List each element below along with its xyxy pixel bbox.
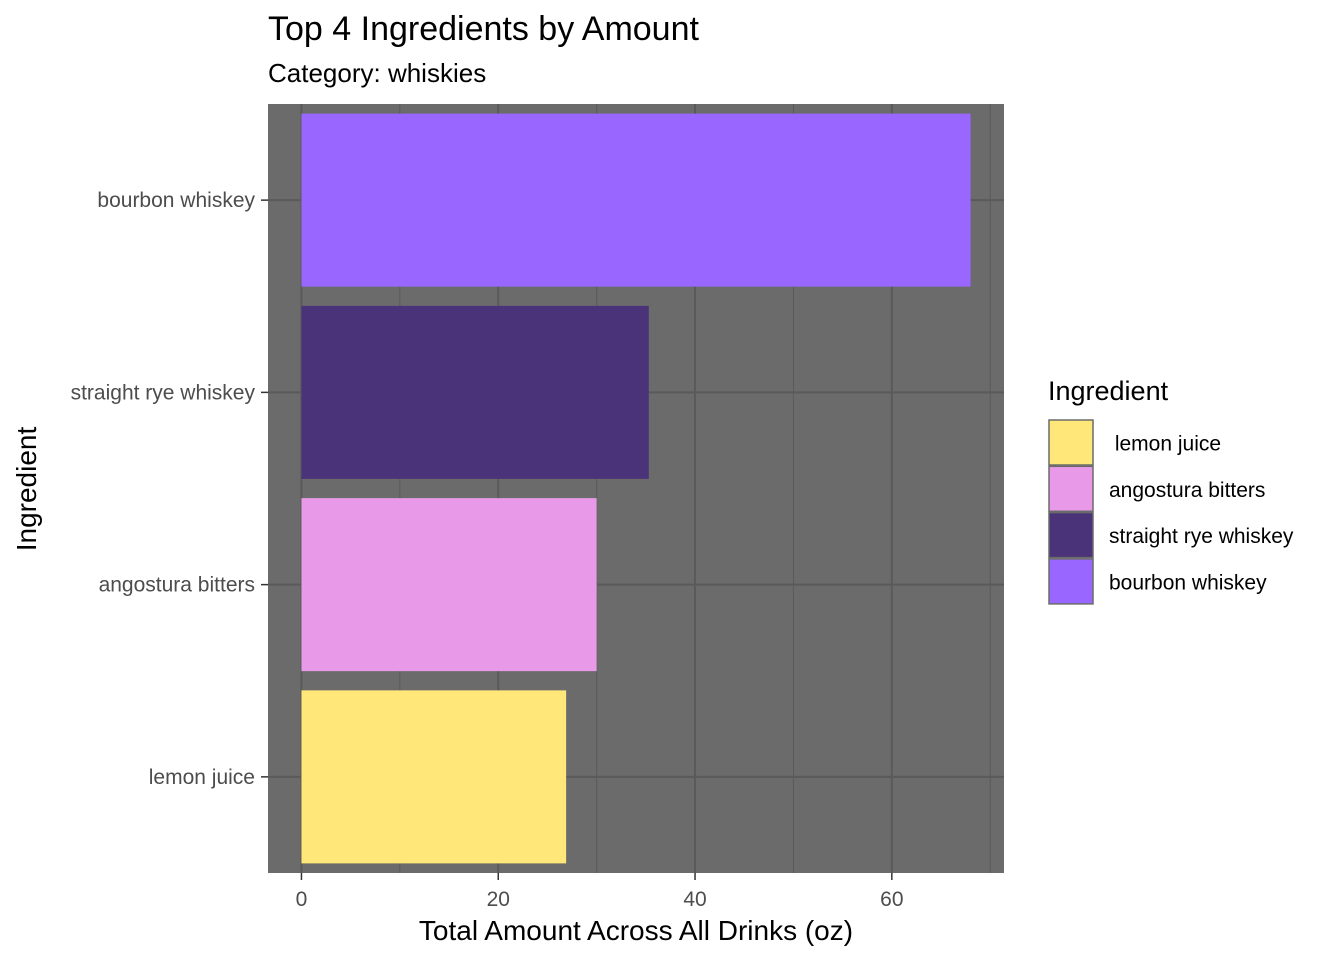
- legend-label: lemon juice: [1109, 433, 1221, 456]
- bar-bourbon-whiskey: [301, 113, 971, 287]
- x-tick-label: 40: [683, 888, 706, 911]
- legend-title: Ingredient: [1048, 376, 1169, 406]
- y-tick-label: bourbon whiskey: [97, 189, 255, 212]
- bars: [301, 113, 971, 864]
- x-tick-label: 0: [296, 888, 308, 911]
- bar-lemon-juice: [301, 690, 567, 864]
- y-tick-label: straight rye whiskey: [71, 381, 256, 404]
- bar-straight-rye-whiskey: [301, 305, 649, 479]
- legend-key: [1048, 465, 1094, 513]
- chart-title: Top 4 Ingredients by Amount: [268, 10, 699, 48]
- legend-label: straight rye whiskey: [1109, 525, 1294, 548]
- legend-label: bourbon whiskey: [1109, 571, 1267, 594]
- x-axis-title: Total Amount Across All Drinks (oz): [419, 915, 853, 946]
- y-tick-label: lemon juice: [149, 766, 255, 789]
- legend-key: [1048, 558, 1094, 605]
- x-tick-label: 20: [487, 888, 510, 911]
- x-tick-label: 60: [880, 888, 903, 911]
- axes: 0 20 40 60 lemon juice angostura bitters strai…: [71, 189, 904, 911]
- y-tick-label: angostura bitters: [99, 574, 255, 597]
- legend: Ingredient lemon juice angostura bitters s…: [1048, 376, 1294, 605]
- y-axis-title: Ingredient: [11, 427, 42, 552]
- legend-label: angostura bitters: [1109, 479, 1265, 502]
- bar-angostura-bitters: [301, 498, 597, 672]
- legend-key: [1048, 511, 1094, 559]
- legend-key: [1048, 419, 1094, 466]
- chart-subtitle: Category: whiskies: [268, 58, 486, 88]
